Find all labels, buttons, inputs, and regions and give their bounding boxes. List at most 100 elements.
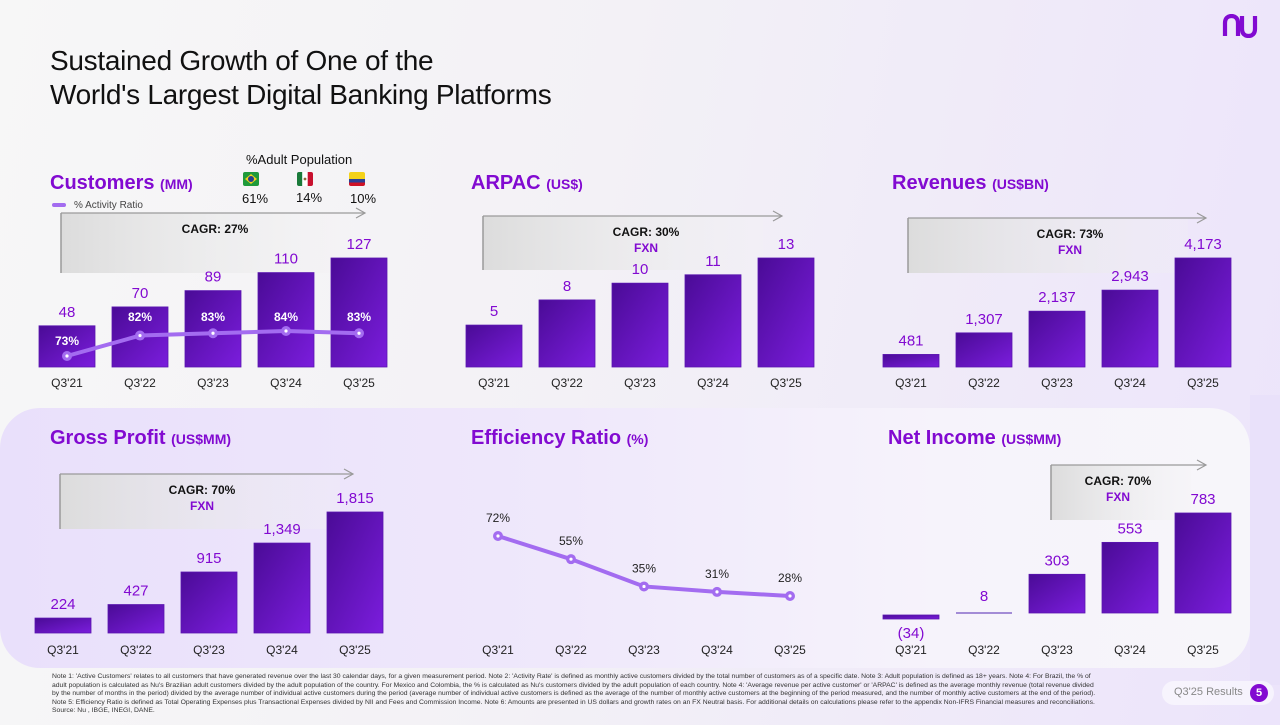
customers-value-label: 70 (132, 285, 149, 302)
customers-x-tick-label: Q3'25 (343, 376, 375, 390)
net-income-value-label: 783 (1190, 491, 1215, 508)
customers-cagr-box (61, 213, 351, 273)
page-title: Sustained Growth of One of the World's L… (50, 44, 552, 112)
revenues-cagr-box (908, 218, 1188, 273)
arpac-cagr-box (483, 216, 763, 270)
revenues-bar (955, 332, 1013, 368)
net-income-x-tick-label: Q3'21 (895, 643, 927, 657)
revenues-value-label: 1,307 (965, 311, 1003, 328)
revenues-x-tick-label: Q3'22 (968, 376, 1000, 390)
revenues-x-tick-label: Q3'25 (1187, 376, 1219, 390)
customers-chart: CAGR: 27% 48 Q3'21 70 Q3'22 89 Q3'23 110 Q3'24 12… (38, 207, 388, 390)
colombia-flag-icon (349, 172, 365, 186)
efficiency-value-label: 55% (559, 534, 583, 548)
efficiency-point-center (642, 584, 646, 589)
customers-value-label: 48 (59, 304, 76, 321)
activity-ratio-label: 84% (274, 310, 298, 324)
arpac-value-label: 10 (632, 261, 649, 278)
customers-value-label: 127 (346, 236, 371, 253)
arpac-cagr-label: CAGR: 30% (613, 225, 680, 239)
gross-profit-x-tick-label: Q3'22 (120, 643, 152, 657)
efficiency-x-tick-label: Q3'21 (482, 643, 514, 657)
customers-cagr-arrowhead-icon (355, 207, 367, 219)
title-line-1: Sustained Growth of One of the (50, 45, 434, 76)
net-income-bar (882, 614, 940, 620)
efficiency-chart: 72% Q3'21 55% Q3'22 35% Q3'23 31% Q3'24 28% Q3'25 (482, 511, 806, 657)
customers-x-tick-label: Q3'22 (124, 376, 156, 390)
revenues-bar (1174, 257, 1232, 368)
activity-ratio-point-center (211, 331, 215, 335)
revenues-cagr-sub: FXN (1058, 243, 1082, 257)
activity-ratio-legend: % Activity Ratio (52, 200, 143, 211)
customers-value-label: 110 (274, 251, 298, 268)
gross-profit-chart: CAGR: 70% FXN 224 Q3'21 427 Q3'22 915 Q3'23 1,34… (34, 468, 384, 657)
net-income-bar (1101, 541, 1159, 614)
arpac-title-text: ARPAC (471, 172, 541, 194)
activity-ratio-point-center (357, 331, 361, 335)
activity-ratio-label: 73% (55, 334, 79, 348)
efficiency-x-tick-label: Q3'22 (555, 643, 587, 657)
gross-profit-bar (253, 542, 311, 634)
efficiency-point-center (569, 557, 573, 561)
net-income-title-text: Net Income (888, 427, 996, 449)
mexico-flag-icon (297, 172, 313, 186)
arpac-bar (611, 282, 669, 368)
revenues-value-label: 4,173 (1184, 236, 1222, 253)
revenues-cagr-label: CAGR: 73% (1037, 227, 1104, 241)
gross-profit-bar (107, 604, 165, 634)
customers-x-tick-label: Q3'21 (51, 376, 83, 390)
gross-profit-bar (34, 617, 92, 634)
gross-profit-x-tick-label: Q3'21 (47, 643, 79, 657)
gross-profit-value-label: 224 (50, 596, 75, 613)
brazil-pct: 61% (242, 191, 269, 206)
customers-unit: (MM) (160, 176, 193, 192)
revenues-x-tick-label: Q3'24 (1114, 376, 1146, 390)
efficiency-x-tick-label: Q3'24 (701, 643, 733, 657)
revenues-value-label: 481 (898, 332, 923, 349)
customers-bar (330, 257, 388, 368)
net-income-cagr-label: CAGR: 70% (1085, 474, 1152, 488)
efficiency-point-center (496, 534, 500, 538)
arpac-value-label: 5 (490, 303, 498, 320)
activity-ratio-label: 83% (201, 310, 225, 324)
revenues-cagr-arrowhead-icon (1196, 212, 1208, 224)
arpac-bar (538, 299, 596, 368)
customers-x-tick-label: Q3'23 (197, 376, 229, 390)
activity-ratio-point-center (65, 354, 69, 358)
net-income-cagr-arrowhead-icon (1196, 459, 1208, 471)
net-income-bar (1174, 512, 1232, 614)
arpac-value-label: 13 (778, 236, 795, 253)
arpac-cagr-sub: FXN (634, 241, 658, 255)
gross-profit-bar (180, 571, 238, 634)
efficiency-x-tick-label: Q3'23 (628, 643, 660, 657)
net-income-value-label: 8 (980, 588, 988, 605)
legend-line-swatch (52, 203, 66, 208)
nu-logo (1222, 13, 1258, 43)
revenues-title-text: Revenues (892, 172, 987, 194)
activity-ratio-label: 82% (128, 310, 152, 324)
revenues-x-tick-label: Q3'21 (895, 376, 927, 390)
mexico-flag-shape (297, 172, 313, 186)
net-income-cagr-sub: FXN (1106, 490, 1130, 504)
gross-profit-cagr-sub: FXN (190, 499, 214, 513)
brazil-flag-icon (243, 172, 259, 186)
arpac-cagr-arrowhead-icon (772, 210, 784, 222)
arpac-value-label: 11 (705, 253, 721, 270)
customers-bar (257, 272, 315, 368)
gross-profit-bar (326, 511, 384, 634)
efficiency-point-center (788, 594, 792, 598)
bottom-right-background (1250, 395, 1280, 685)
gross-profit-value-label: 915 (196, 550, 221, 567)
revenues-x-tick-label: Q3'23 (1041, 376, 1073, 390)
net-income-x-tick-label: Q3'23 (1041, 643, 1073, 657)
activity-ratio-point-center (138, 333, 142, 338)
nu-logo-icon (1222, 13, 1258, 39)
results-label: Q3'25 Results (1174, 686, 1243, 698)
net-income-value-label: (34) (898, 625, 925, 642)
net-income-x-tick-label: Q3'25 (1187, 643, 1219, 657)
efficiency-x-tick-label: Q3'25 (774, 643, 806, 657)
arpac-x-tick-label: Q3'23 (624, 376, 656, 390)
net-income-unit: (US$MM) (1001, 431, 1062, 447)
gross-profit-value-label: 427 (123, 583, 148, 600)
arpac-bar (684, 274, 742, 368)
